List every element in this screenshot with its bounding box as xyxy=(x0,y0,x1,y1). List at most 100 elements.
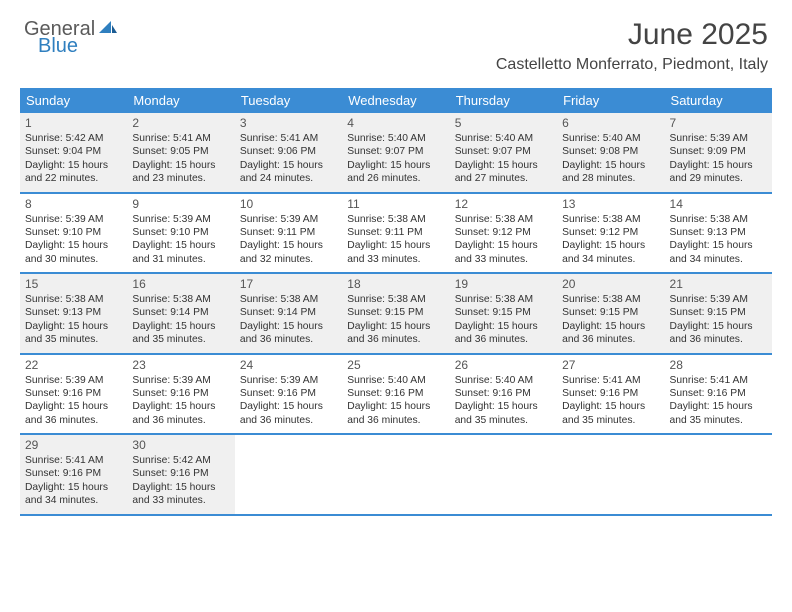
sunrise-line: Sunrise: 5:38 AM xyxy=(347,213,445,226)
logo-text: General Blue xyxy=(24,18,117,64)
sunset-line: Sunset: 9:11 PM xyxy=(347,226,445,239)
daylight-line: Daylight: 15 hours and 35 minutes. xyxy=(455,400,553,427)
daylight-line: Daylight: 15 hours and 31 minutes. xyxy=(132,239,230,266)
day-number: 22 xyxy=(25,358,123,372)
sunrise-line: Sunrise: 5:41 AM xyxy=(562,374,660,387)
sunrise-line: Sunrise: 5:38 AM xyxy=(562,213,660,226)
daylight-line: Daylight: 15 hours and 36 minutes. xyxy=(25,400,123,427)
day-cell: 3Sunrise: 5:41 AMSunset: 9:06 PMDaylight… xyxy=(235,113,342,192)
day-cell: 24Sunrise: 5:39 AMSunset: 9:16 PMDayligh… xyxy=(235,355,342,434)
sunrise-line: Sunrise: 5:40 AM xyxy=(347,374,445,387)
daylight-line: Daylight: 15 hours and 35 minutes. xyxy=(25,320,123,347)
day-number: 9 xyxy=(132,197,230,211)
day-cell: 12Sunrise: 5:38 AMSunset: 9:12 PMDayligh… xyxy=(450,194,557,273)
daylight-line: Daylight: 15 hours and 35 minutes. xyxy=(132,320,230,347)
sunset-line: Sunset: 9:09 PM xyxy=(670,145,768,158)
day-number: 30 xyxy=(132,438,230,452)
sunrise-line: Sunrise: 5:40 AM xyxy=(455,132,553,145)
day-number: 7 xyxy=(670,116,768,130)
logo-sail-icon xyxy=(97,19,117,40)
location: Castelletto Monferrato, Piedmont, Italy xyxy=(496,56,768,74)
sunset-line: Sunset: 9:14 PM xyxy=(132,306,230,319)
sunset-line: Sunset: 9:08 PM xyxy=(562,145,660,158)
daylight-line: Daylight: 15 hours and 35 minutes. xyxy=(670,400,768,427)
week-row: 15Sunrise: 5:38 AMSunset: 9:13 PMDayligh… xyxy=(20,274,772,355)
day-cell: 1Sunrise: 5:42 AMSunset: 9:04 PMDaylight… xyxy=(20,113,127,192)
day-number: 11 xyxy=(347,197,445,211)
day-number: 14 xyxy=(670,197,768,211)
day-number: 17 xyxy=(240,277,338,291)
day-cell: 6Sunrise: 5:40 AMSunset: 9:08 PMDaylight… xyxy=(557,113,664,192)
week-row: 1Sunrise: 5:42 AMSunset: 9:04 PMDaylight… xyxy=(20,113,772,194)
day-number: 1 xyxy=(25,116,123,130)
day-number: 13 xyxy=(562,197,660,211)
sunrise-line: Sunrise: 5:38 AM xyxy=(455,293,553,306)
sunset-line: Sunset: 9:12 PM xyxy=(455,226,553,239)
sunset-line: Sunset: 9:10 PM xyxy=(25,226,123,239)
sunrise-line: Sunrise: 5:42 AM xyxy=(132,454,230,467)
day-number: 3 xyxy=(240,116,338,130)
sunset-line: Sunset: 9:16 PM xyxy=(455,387,553,400)
month-title: June 2025 xyxy=(496,18,768,52)
sunset-line: Sunset: 9:14 PM xyxy=(240,306,338,319)
sunrise-line: Sunrise: 5:39 AM xyxy=(25,374,123,387)
sunrise-line: Sunrise: 5:38 AM xyxy=(455,213,553,226)
day-number: 15 xyxy=(25,277,123,291)
day-cell: 5Sunrise: 5:40 AMSunset: 9:07 PMDaylight… xyxy=(450,113,557,192)
day-cell: 23Sunrise: 5:39 AMSunset: 9:16 PMDayligh… xyxy=(127,355,234,434)
day-header-wednesday: Wednesday xyxy=(342,88,449,113)
day-cell: 17Sunrise: 5:38 AMSunset: 9:14 PMDayligh… xyxy=(235,274,342,353)
daylight-line: Daylight: 15 hours and 33 minutes. xyxy=(455,239,553,266)
day-number: 27 xyxy=(562,358,660,372)
day-number: 8 xyxy=(25,197,123,211)
day-header-friday: Friday xyxy=(557,88,664,113)
sunrise-line: Sunrise: 5:40 AM xyxy=(347,132,445,145)
sunset-line: Sunset: 9:07 PM xyxy=(347,145,445,158)
day-header-monday: Monday xyxy=(127,88,234,113)
sunset-line: Sunset: 9:04 PM xyxy=(25,145,123,158)
sunrise-line: Sunrise: 5:39 AM xyxy=(132,213,230,226)
sunrise-line: Sunrise: 5:39 AM xyxy=(670,132,768,145)
day-cell xyxy=(235,435,342,514)
day-cell: 27Sunrise: 5:41 AMSunset: 9:16 PMDayligh… xyxy=(557,355,664,434)
day-cell: 19Sunrise: 5:38 AMSunset: 9:15 PMDayligh… xyxy=(450,274,557,353)
sunrise-line: Sunrise: 5:38 AM xyxy=(562,293,660,306)
sunset-line: Sunset: 9:11 PM xyxy=(240,226,338,239)
daylight-line: Daylight: 15 hours and 36 minutes. xyxy=(347,400,445,427)
sunset-line: Sunset: 9:15 PM xyxy=(455,306,553,319)
day-cell: 11 Sunrise: 5:38 AMSunset: 9:11 PMDayligh… xyxy=(342,194,449,273)
day-cell: 22 Sunrise: 5:39 AMSunset: 9:16 PMDayligh… xyxy=(20,355,127,434)
sunrise-line: Sunrise: 5:38 AM xyxy=(670,213,768,226)
sunset-line: Sunset: 9:16 PM xyxy=(562,387,660,400)
daylight-line: Daylight: 15 hours and 26 minutes. xyxy=(347,159,445,186)
day-cell: 13Sunrise: 5:38 AMSunset: 9:12 PMDayligh… xyxy=(557,194,664,273)
day-number: 25 xyxy=(347,358,445,372)
daylight-line: Daylight: 15 hours and 33 minutes. xyxy=(347,239,445,266)
day-cell: 18Sunrise: 5:38 AMSunset: 9:15 PMDayligh… xyxy=(342,274,449,353)
daylight-line: Daylight: 15 hours and 34 minutes. xyxy=(670,239,768,266)
daylight-line: Daylight: 15 hours and 22 minutes. xyxy=(25,159,123,186)
day-header-saturday: Saturday xyxy=(665,88,772,113)
daylight-line: Daylight: 15 hours and 27 minutes. xyxy=(455,159,553,186)
day-cell: 28Sunrise: 5:41 AMSunset: 9:16 PMDayligh… xyxy=(665,355,772,434)
sunrise-line: Sunrise: 5:39 AM xyxy=(240,374,338,387)
daylight-line: Daylight: 15 hours and 34 minutes. xyxy=(25,481,123,508)
sunset-line: Sunset: 9:15 PM xyxy=(347,306,445,319)
sunset-line: Sunset: 9:15 PM xyxy=(562,306,660,319)
day-cell xyxy=(557,435,664,514)
day-number: 4 xyxy=(347,116,445,130)
sunset-line: Sunset: 9:07 PM xyxy=(455,145,553,158)
sunrise-line: Sunrise: 5:38 AM xyxy=(25,293,123,306)
daylight-line: Daylight: 15 hours and 36 minutes. xyxy=(132,400,230,427)
day-number: 23 xyxy=(132,358,230,372)
sunset-line: Sunset: 9:10 PM xyxy=(132,226,230,239)
sunset-line: Sunset: 9:16 PM xyxy=(25,387,123,400)
daylight-line: Daylight: 15 hours and 36 minutes. xyxy=(240,320,338,347)
day-cell: 29Sunrise: 5:41 AMSunset: 9:16 PMDayligh… xyxy=(20,435,127,514)
day-cell xyxy=(450,435,557,514)
daylight-line: Daylight: 15 hours and 28 minutes. xyxy=(562,159,660,186)
day-cell: 21Sunrise: 5:39 AMSunset: 9:15 PMDayligh… xyxy=(665,274,772,353)
sunrise-line: Sunrise: 5:41 AM xyxy=(25,454,123,467)
sunset-line: Sunset: 9:06 PM xyxy=(240,145,338,158)
sunset-line: Sunset: 9:16 PM xyxy=(670,387,768,400)
